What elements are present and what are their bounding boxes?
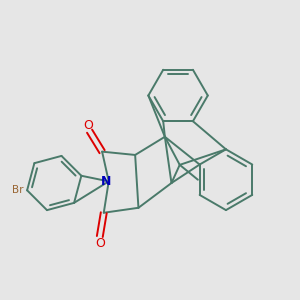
Text: O: O: [83, 119, 93, 132]
Text: N: N: [101, 175, 111, 188]
Text: O: O: [95, 237, 105, 250]
Text: Br: Br: [12, 185, 23, 195]
